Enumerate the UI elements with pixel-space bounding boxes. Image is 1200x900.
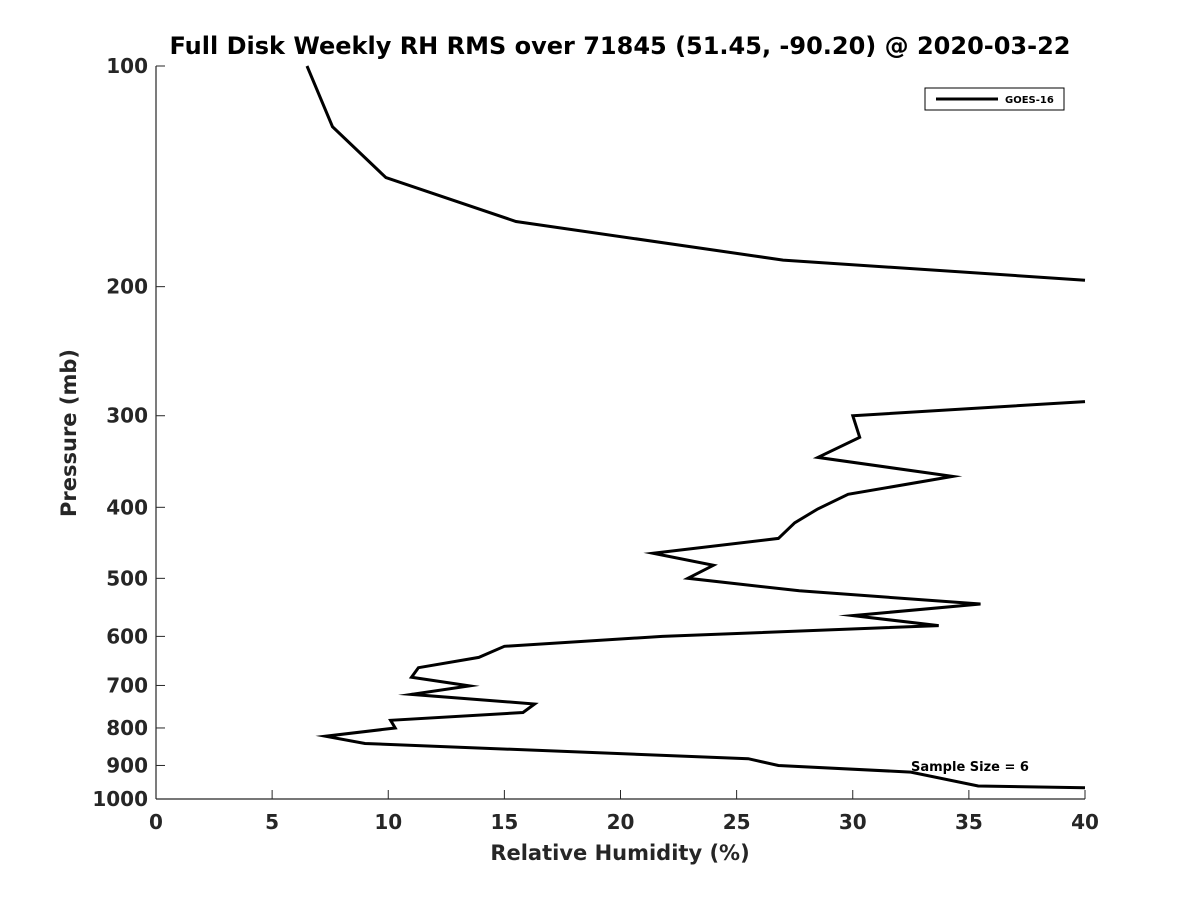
legend-label-goes-16: GOES-16 bbox=[1005, 95, 1054, 106]
series-line-goes-16 bbox=[305, 65, 1086, 282]
x-tick-label: 35 bbox=[955, 810, 983, 834]
chart-title: Full Disk Weekly RH RMS over 71845 (51.4… bbox=[169, 32, 1070, 60]
x-tick-label: 15 bbox=[490, 810, 518, 834]
x-tick-label: 40 bbox=[1071, 810, 1099, 834]
y-axis-label: Pressure (mb) bbox=[57, 349, 81, 517]
sample-size-annotation: Sample Size = 6 bbox=[911, 760, 1029, 775]
x-tick-label: 20 bbox=[607, 810, 635, 834]
y-tick-label: 800 bbox=[106, 716, 148, 740]
y-tick-label: 300 bbox=[106, 404, 148, 428]
y-tick-label: 1000 bbox=[92, 787, 148, 811]
plot-area: 0 5 10 15 20 25 30 35 40 100 200 300 400 500 600 700 800… bbox=[92, 54, 1099, 834]
y-tick-label: 600 bbox=[106, 624, 148, 648]
y-tick-label: 400 bbox=[106, 495, 148, 519]
x-tick-label: 25 bbox=[723, 810, 751, 834]
series-line-goes-16 bbox=[315, 400, 1086, 790]
x-tick-label: 0 bbox=[149, 810, 163, 834]
x-axis-label: Relative Humidity (%) bbox=[490, 841, 749, 865]
y-tick-label: 100 bbox=[106, 54, 148, 78]
x-tick-label: 5 bbox=[265, 810, 279, 834]
y-tick-label: 700 bbox=[106, 673, 148, 697]
x-tick-label: 10 bbox=[374, 810, 402, 834]
y-tick-label: 900 bbox=[106, 753, 148, 777]
y-tick-label: 500 bbox=[106, 566, 148, 590]
x-tick-label: 30 bbox=[839, 810, 867, 834]
y-tick-label: 200 bbox=[106, 275, 148, 299]
legend: GOES-16 bbox=[924, 87, 1065, 111]
